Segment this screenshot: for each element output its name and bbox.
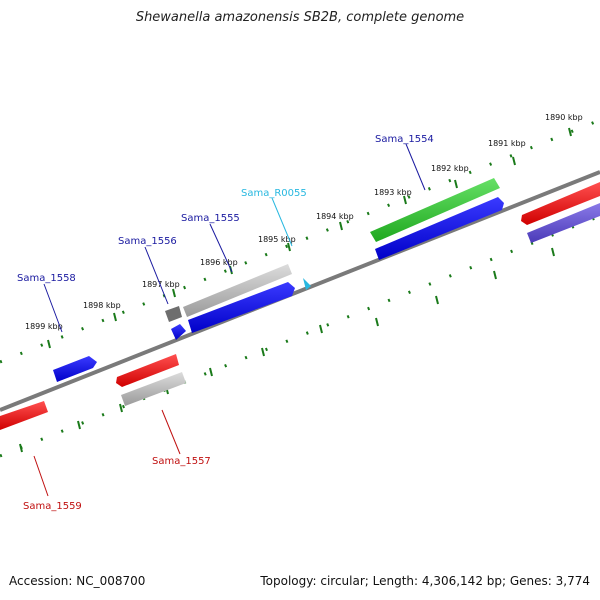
gene-purple-right[interactable] — [527, 203, 600, 243]
gene-blue-1558[interactable] — [53, 356, 97, 382]
scale-label-1898: 1898 kbp — [83, 301, 121, 310]
gene-red-1557[interactable] — [116, 354, 179, 387]
upper-scale-track — [0, 118, 600, 364]
scale-label-1891: 1891 kbp — [488, 139, 526, 148]
gene-label-sama-1559[interactable]: Sama_1559 — [23, 501, 82, 512]
gene-label-sama-1556[interactable]: Sama_1556 — [118, 236, 177, 247]
gene-red-right[interactable] — [521, 182, 600, 225]
gene-blue-1555[interactable] — [188, 282, 295, 333]
accession-text: Accession: NC_008700 — [9, 574, 146, 588]
genome-summary-text: Topology: circular; Length: 4,306,142 bp… — [260, 574, 590, 588]
gene-label-sama-1557[interactable]: Sama_1557 — [152, 456, 211, 467]
gene-label-sama-1558[interactable]: Sama_1558 — [17, 273, 76, 284]
gene-blue-1554[interactable] — [375, 197, 504, 260]
scale-label-1894: 1894 kbp — [316, 212, 354, 221]
gene-rna-green[interactable] — [370, 178, 500, 242]
callout-line-r0055 — [271, 197, 293, 247]
gene-label-sama-r0055[interactable]: Sama_R0055 — [241, 188, 307, 199]
callout-line-1559 — [33, 455, 49, 497]
scale-label-1890: 1890 kbp — [545, 113, 583, 122]
gene-r0055-arrow[interactable] — [303, 278, 311, 290]
scale-label-1897: 1897 kbp — [142, 280, 180, 289]
scale-label-1896: 1896 kbp — [200, 258, 238, 267]
callout-line-1557 — [161, 409, 181, 455]
genome-title: Shewanella amazonensis SB2B, complete ge… — [135, 10, 465, 25]
callout-line-1554 — [405, 143, 426, 191]
gene-red-1559[interactable] — [0, 401, 48, 430]
lower-scale-track — [0, 214, 600, 458]
gene-label-sama-1555[interactable]: Sama_1555 — [181, 213, 240, 224]
callout-line-1556 — [144, 246, 169, 305]
gene-gray-1557[interactable] — [121, 372, 186, 406]
gene-darkgray-1556[interactable] — [165, 306, 182, 322]
lower-major-ticks — [19, 247, 555, 453]
gene-blue-1556[interactable] — [171, 324, 186, 340]
scale-label-1895: 1895 kbp — [258, 235, 296, 244]
scale-label-1892: 1892 kbp — [431, 164, 469, 173]
callout-line-1555 — [209, 223, 233, 273]
genome-backbone — [0, 170, 600, 412]
gene-gray-1555[interactable] — [183, 264, 292, 317]
scale-label-1899: 1899 kbp — [25, 322, 63, 331]
gene-label-sama-1554[interactable]: Sama_1554 — [375, 134, 434, 145]
scale-label-1893: 1893 kbp — [374, 188, 412, 197]
callout-line-1558 — [43, 283, 63, 333]
